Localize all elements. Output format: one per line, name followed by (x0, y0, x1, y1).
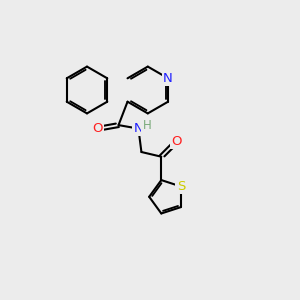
Text: O: O (172, 135, 182, 148)
Text: N: N (134, 122, 143, 135)
Text: S: S (177, 180, 185, 193)
Text: O: O (92, 122, 102, 135)
Text: N: N (163, 72, 173, 85)
Text: H: H (142, 119, 151, 132)
